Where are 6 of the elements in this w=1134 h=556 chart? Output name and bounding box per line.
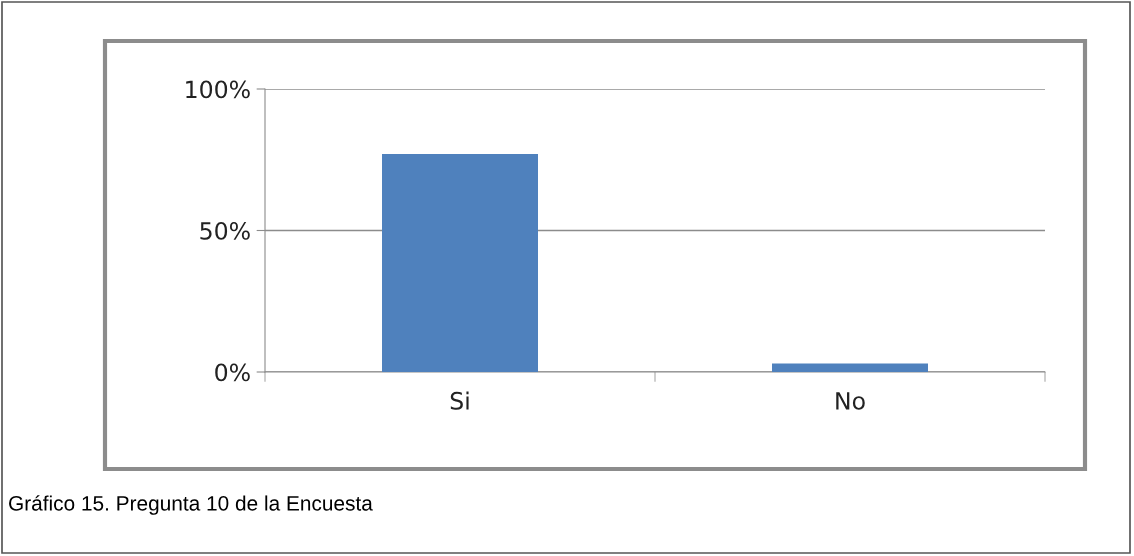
x-tick-label: No [836,392,865,410]
y-tick-label: 100% [186,80,250,99]
text: Gráfico 15. Pregunta 10 de la Encuesta [9,495,373,515]
x-tick-label: Si [450,391,469,410]
y-tick-label: 0% [215,363,250,382]
y-tick-label: 50% [200,221,250,240]
